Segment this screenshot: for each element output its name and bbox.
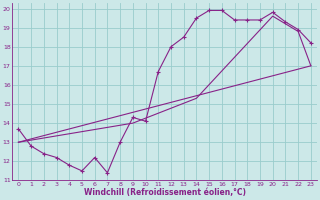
X-axis label: Windchill (Refroidissement éolien,°C): Windchill (Refroidissement éolien,°C) [84, 188, 246, 197]
